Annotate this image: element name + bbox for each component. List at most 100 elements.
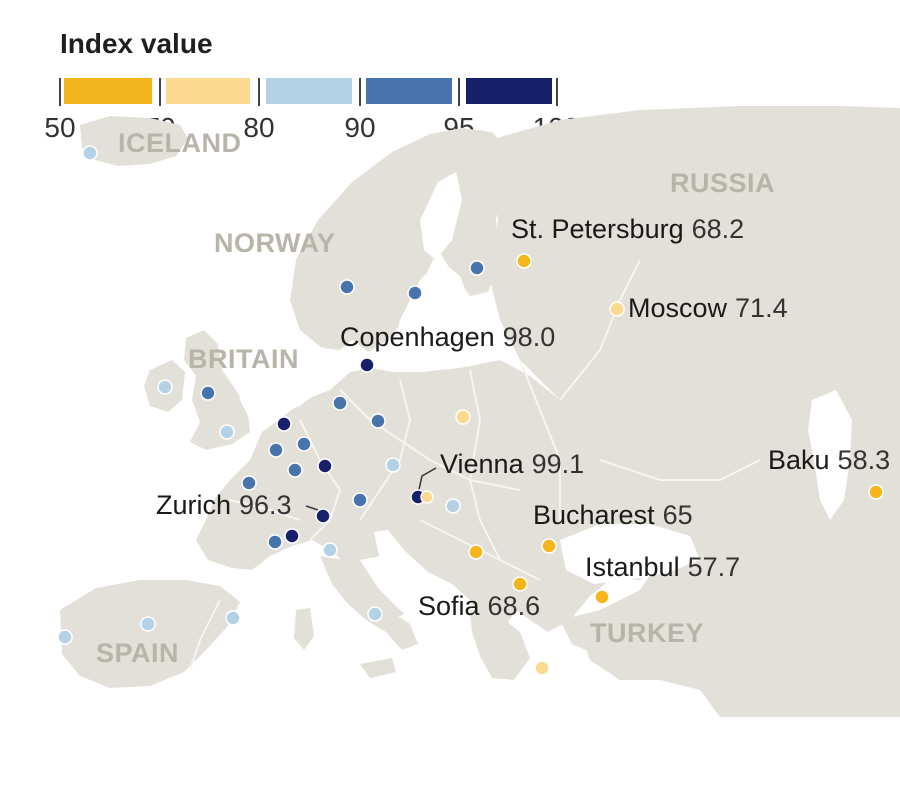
city-name: St. Petersburg — [511, 214, 684, 244]
black-sea — [560, 524, 700, 584]
country-labels: ICELAND NORWAY RUSSIA BRITAIN SPAIN TURK… — [96, 128, 775, 668]
britain-landmass — [184, 330, 250, 450]
city-name: Baku — [768, 445, 830, 475]
city-value: 65 — [663, 500, 693, 530]
city-dot — [200, 385, 216, 401]
legend-swatch-50-70 — [64, 78, 152, 104]
legend-tick — [159, 78, 161, 106]
border-line — [599, 459, 761, 481]
city-name: Sofia — [418, 591, 481, 621]
country-label-spain: SPAIN — [96, 638, 179, 668]
city-value: 57.7 — [688, 552, 741, 582]
city-dot — [455, 409, 471, 425]
gulf-of-bothnia — [420, 172, 462, 260]
legend-swatch-95-100 — [466, 78, 552, 104]
legend-swatch-80-90 — [266, 78, 352, 104]
city-dot — [339, 279, 355, 295]
italy-landmass — [320, 556, 418, 650]
north-sea — [232, 336, 340, 420]
city-label-st-petersburg: St. Petersburg 68.2 — [511, 214, 744, 244]
city-label-zurich: Zurich 96.3 — [156, 490, 292, 520]
border-line — [189, 599, 221, 671]
country-label-britain: BRITAIN — [188, 344, 299, 374]
city-labels: St. Petersburg 68.2 Moscow 71.4 Copenhagen… — [156, 214, 890, 621]
city-dot — [284, 528, 300, 544]
baltic-sea — [392, 260, 470, 366]
city-dots — [57, 145, 884, 676]
city-name: Vienna — [440, 449, 525, 479]
city-value: 68.2 — [692, 214, 745, 244]
city-dot-bucharest — [541, 538, 557, 554]
city-label-copenhagen: Copenhagen 98.0 — [340, 322, 555, 352]
city-name: Istanbul — [585, 552, 680, 582]
city-label-istanbul: Istanbul 57.7 — [585, 552, 740, 582]
country-label-iceland: ICELAND — [118, 128, 242, 158]
city-label-baku: Baku 58.3 — [768, 445, 890, 475]
zurich-leader-line — [305, 505, 319, 511]
city-dot — [225, 610, 241, 626]
city-dot — [322, 542, 338, 558]
city-value: 71.4 — [735, 293, 788, 323]
border-line — [299, 419, 342, 541]
city-dot — [407, 285, 423, 301]
city-dot — [445, 498, 461, 514]
city-name: Zurich — [156, 490, 231, 520]
border-line — [468, 369, 501, 561]
sicily-landmass — [360, 658, 396, 678]
city-dot — [241, 475, 257, 491]
sardinia-landmass — [294, 608, 314, 650]
border-line — [229, 499, 301, 521]
legend-tick-label: 50 — [44, 112, 76, 143]
adriatic-sea — [360, 556, 432, 626]
border-line — [559, 259, 641, 401]
country-label-norway: NORWAY — [214, 228, 336, 258]
iceland-landmass — [80, 116, 188, 166]
city-dot — [370, 413, 386, 429]
greece-landmass — [470, 610, 530, 680]
border-line — [359, 379, 412, 521]
city-value: 99.1 — [532, 449, 585, 479]
inland-seas — [232, 172, 852, 626]
city-dot-sofia — [512, 576, 528, 592]
city-dot — [367, 606, 383, 622]
city-dot — [267, 534, 283, 550]
legend-tick — [458, 78, 460, 106]
city-dot — [82, 145, 98, 161]
city-dot — [296, 436, 312, 452]
city-dot — [468, 544, 484, 560]
city-dot — [420, 490, 434, 504]
city-dot — [268, 442, 284, 458]
city-dot — [57, 629, 73, 645]
city-dot-baku — [868, 484, 884, 500]
iberia-landmass — [60, 580, 240, 688]
city-dot — [287, 462, 303, 478]
city-dot — [534, 660, 550, 676]
legend-tick — [556, 78, 558, 106]
legend-swatch-70-80 — [166, 78, 250, 104]
city-dot-istanbul — [594, 589, 610, 605]
legend-tick-label: 90 — [344, 112, 376, 143]
city-dot — [157, 379, 173, 395]
continent-landmass — [196, 360, 820, 632]
city-dot-zurich — [315, 508, 331, 524]
city-value: 68.6 — [488, 591, 541, 621]
city-name: Bucharest — [533, 500, 655, 530]
city-label-vienna: Vienna 99.1 — [440, 449, 584, 479]
city-dot — [219, 424, 235, 440]
city-dot-copenhagen — [359, 357, 375, 373]
city-dot — [332, 395, 348, 411]
vienna-leader-line — [417, 467, 437, 495]
border-line — [339, 389, 521, 491]
legend-swatch-90-95 — [366, 78, 452, 104]
legend-tick — [359, 78, 361, 106]
city-value: 96.3 — [239, 490, 292, 520]
country-label-turkey: TURKEY — [590, 618, 704, 648]
city-name: Moscow — [628, 293, 728, 323]
legend-tick — [59, 78, 61, 106]
legend-title: Index value — [60, 28, 213, 59]
city-value: 58.3 — [838, 445, 891, 475]
city-name: Copenhagen — [340, 322, 495, 352]
city-dot-st-petersburg — [516, 253, 532, 269]
city-dot-moscow — [609, 301, 625, 317]
